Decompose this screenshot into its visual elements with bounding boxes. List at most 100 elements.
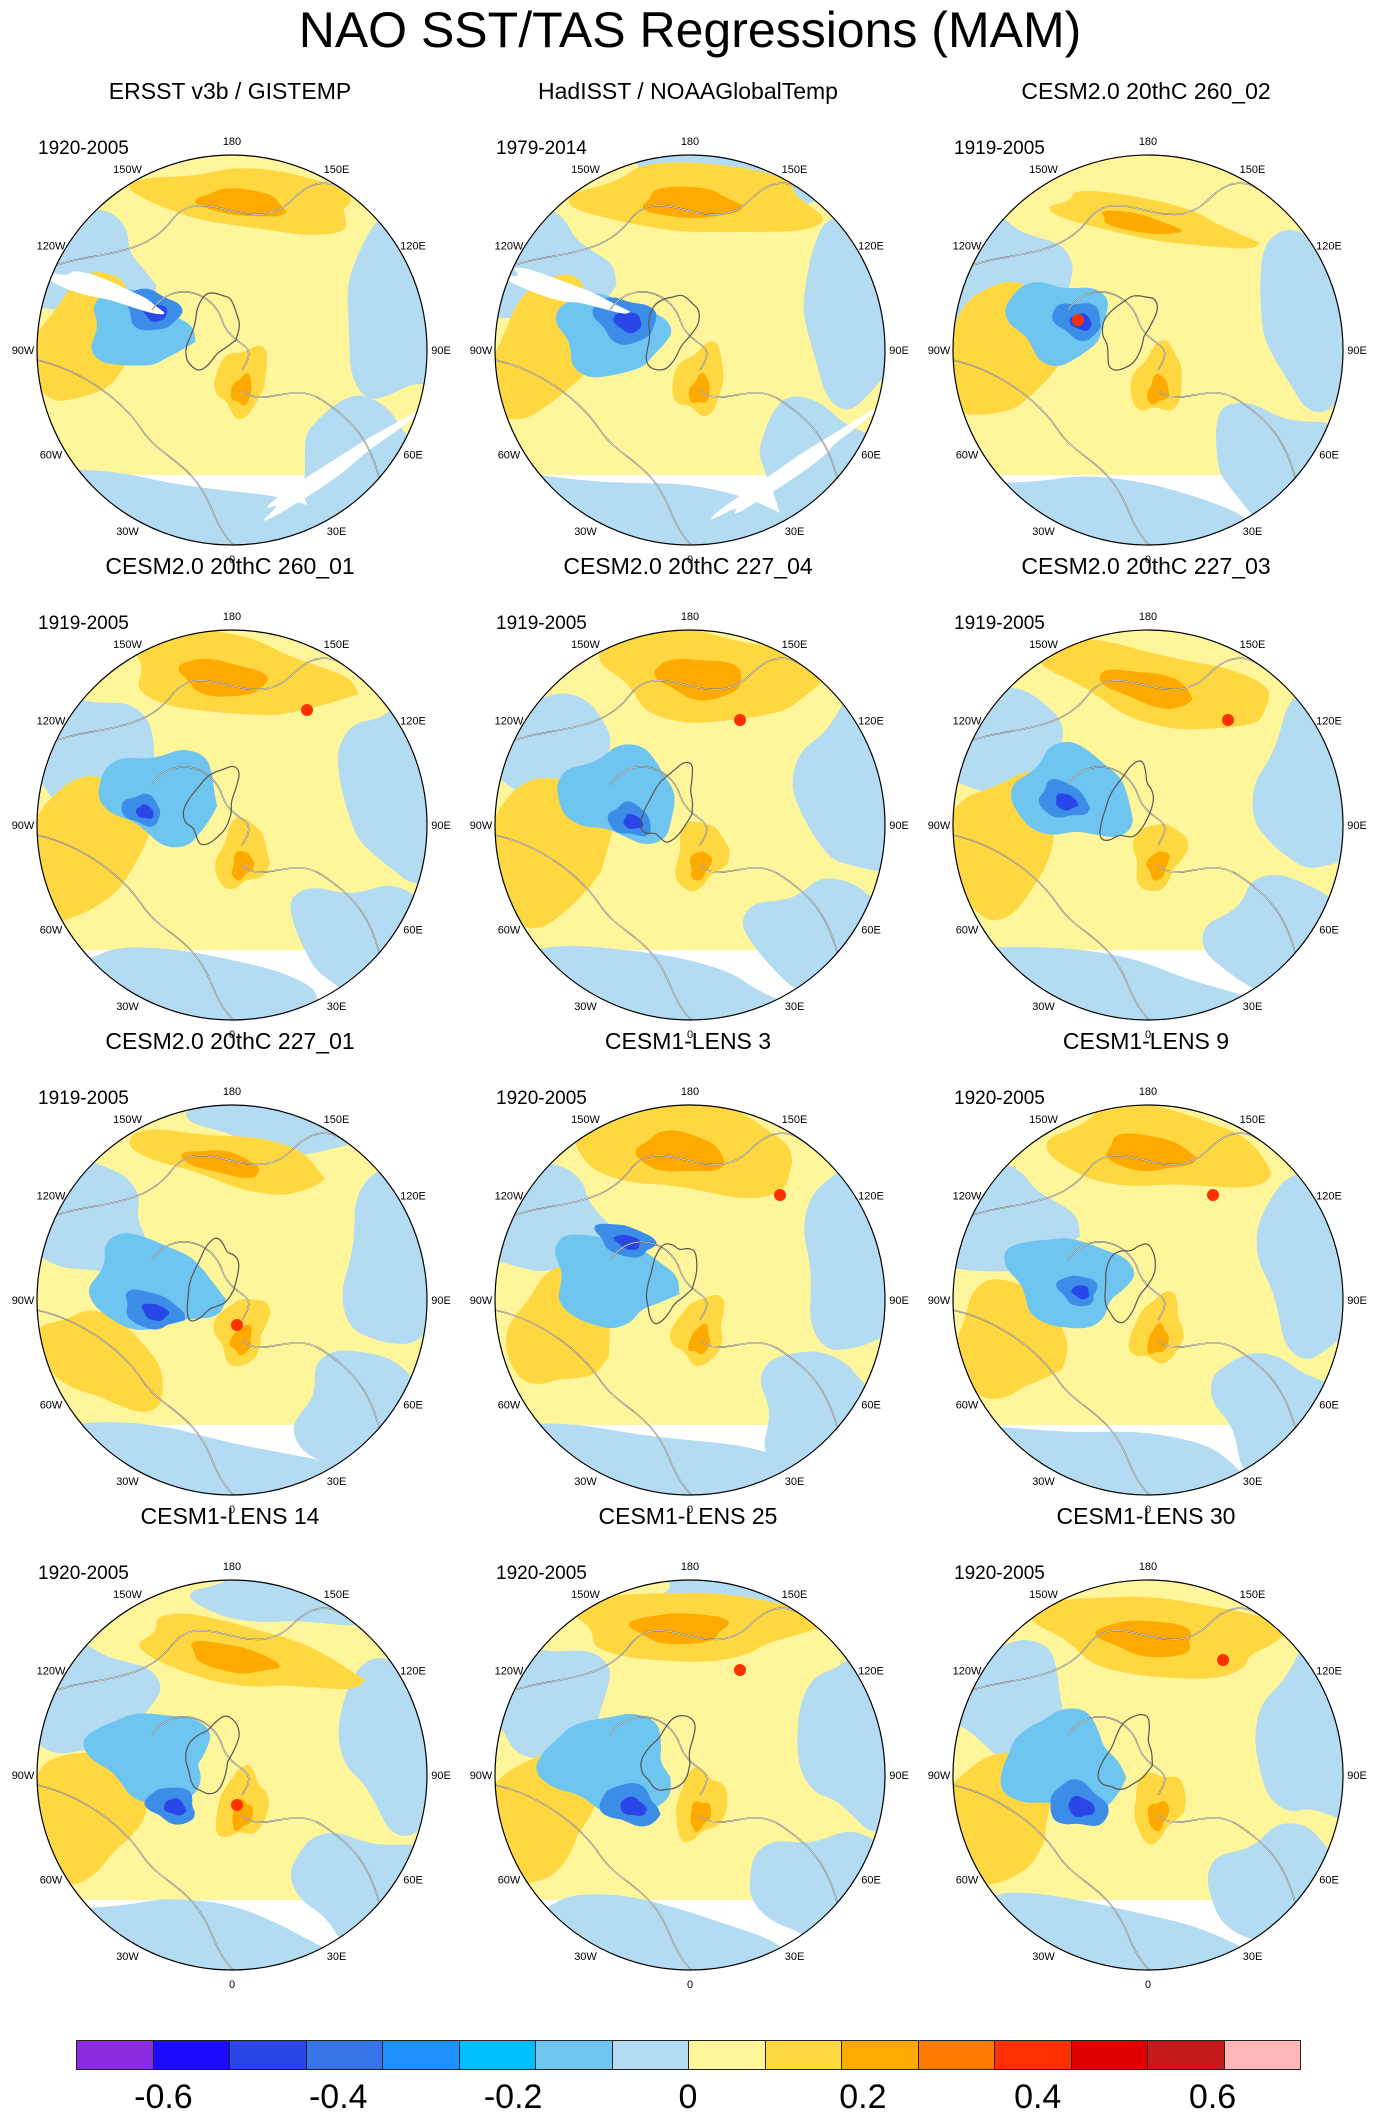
warm-peak bbox=[1072, 314, 1084, 326]
longitude-label: 0 bbox=[687, 1029, 693, 1041]
longitude-label: 30E bbox=[785, 526, 805, 538]
longitude-label: 90E bbox=[1347, 1295, 1367, 1307]
longitude-label: 90W bbox=[12, 1295, 35, 1307]
longitude-label: 120E bbox=[1316, 1666, 1342, 1678]
colorbar-swatch bbox=[382, 2040, 460, 2070]
coastline bbox=[241, 389, 383, 491]
cold-core bbox=[163, 1798, 187, 1816]
longitude-label: 60W bbox=[40, 1875, 63, 1887]
longitude-label: 30E bbox=[1243, 1951, 1263, 1963]
longitude-label: 30W bbox=[116, 1951, 139, 1963]
map-panel: 180 150E 120E 90E 60E 30E 0 30W 60W 90W 120W 150W CE… bbox=[0, 950, 460, 1516]
cold-region bbox=[803, 217, 885, 410]
coastline bbox=[241, 864, 383, 966]
cold-core bbox=[623, 813, 644, 830]
longitude-label: 120W bbox=[495, 241, 524, 253]
longitude-label: 120W bbox=[953, 1191, 982, 1203]
colorbar-swatch bbox=[1223, 2040, 1301, 2070]
cold-core bbox=[1068, 1795, 1095, 1818]
greenland-outline bbox=[645, 1243, 698, 1325]
longitude-label: 0 bbox=[1145, 1029, 1151, 1041]
coastline bbox=[1157, 864, 1299, 966]
longitude-label: 150W bbox=[571, 1114, 600, 1126]
panel-period: 1920-2005 bbox=[954, 1563, 1045, 1584]
longitude-label: 150E bbox=[782, 639, 808, 651]
warm-peak bbox=[231, 1319, 243, 1331]
greenland-outline bbox=[185, 1715, 240, 1795]
longitude-label: 90W bbox=[12, 1770, 35, 1782]
longitude-label: 150E bbox=[782, 1114, 808, 1126]
greenland-outline bbox=[182, 765, 240, 846]
longitude-label: 90W bbox=[12, 345, 35, 357]
colorbar-swatch bbox=[688, 2040, 766, 2070]
longitude-label: 90W bbox=[12, 820, 35, 832]
colorbar-swatch bbox=[76, 2040, 154, 2070]
longitude-label: 150W bbox=[1029, 639, 1058, 651]
longitude-label: 0 bbox=[1145, 554, 1151, 566]
map-border bbox=[36, 154, 428, 546]
coastline bbox=[151, 291, 249, 371]
longitude-label: 90W bbox=[470, 1295, 493, 1307]
greenland-outline bbox=[1099, 760, 1155, 841]
warm-core bbox=[191, 1641, 281, 1674]
longitude-label: 0 bbox=[229, 1029, 235, 1041]
greenland-outline bbox=[185, 292, 240, 371]
cold-region bbox=[338, 1650, 427, 1836]
longitude-label: 30W bbox=[574, 1476, 597, 1488]
cold-region bbox=[1256, 1173, 1343, 1359]
warm-core bbox=[1146, 851, 1170, 881]
coastline bbox=[151, 1241, 249, 1321]
warm-core bbox=[688, 373, 710, 404]
map-panel: 180 150E 120E 90E 60E 30E 0 30W 60W 90W 120W 150W ER… bbox=[0, 0, 460, 566]
cold-region bbox=[83, 1713, 211, 1804]
longitude-label: 0 bbox=[687, 554, 693, 566]
longitude-label: 30E bbox=[1243, 526, 1263, 538]
panel-period: 1920-2005 bbox=[38, 1563, 129, 1584]
map-panel: 180 150E 120E 90E 60E 30E 0 30W 60W 90W 120W 150W CE… bbox=[0, 1425, 460, 1991]
masked-area bbox=[504, 267, 631, 314]
coastline bbox=[1157, 389, 1299, 491]
longitude-label: 90W bbox=[928, 820, 951, 832]
cold-core bbox=[613, 1234, 641, 1250]
warm-peak bbox=[1217, 1654, 1229, 1666]
longitude-label: 120E bbox=[400, 241, 426, 253]
warm-peak bbox=[734, 714, 746, 726]
greenland-outline bbox=[1101, 295, 1158, 371]
figure-title: NAO SST/TAS Regressions (MAM) bbox=[298, 2, 1082, 58]
cold-region bbox=[190, 1580, 377, 1626]
longitude-label: 60W bbox=[498, 450, 521, 462]
polar-map: 180 150E 120E 90E 60E 30E 0 30W 60W 90W 120W 150W bbox=[12, 136, 451, 566]
longitude-label: 90E bbox=[1347, 345, 1367, 357]
longitude-label: 120E bbox=[858, 1191, 884, 1203]
warm-peak bbox=[231, 1799, 243, 1811]
longitude-label: 30E bbox=[327, 1001, 347, 1013]
longitude-label: 90W bbox=[470, 345, 493, 357]
panel-title: CESM2.0 20thC 227_04 bbox=[563, 553, 813, 579]
coastline bbox=[1067, 1241, 1165, 1321]
longitude-label: 30E bbox=[327, 526, 347, 538]
longitude-label: 30W bbox=[574, 1951, 597, 1963]
longitude-label: 120W bbox=[953, 1666, 982, 1678]
colorbar-swatch bbox=[1070, 2040, 1148, 2070]
longitude-label: 180 bbox=[681, 136, 699, 148]
longitude-label: 60E bbox=[403, 1875, 423, 1887]
panel-period: 1979-2014 bbox=[496, 138, 587, 159]
colorbar-label: 0.6 bbox=[1188, 2078, 1237, 2116]
longitude-label: 90E bbox=[431, 820, 451, 832]
longitude-label: 90E bbox=[1347, 1770, 1367, 1782]
map-panel: 180 150E 120E 90E 60E 30E 0 30W 60W 90W 120W 150W CE… bbox=[458, 475, 918, 1041]
masked-area bbox=[263, 407, 424, 521]
cold-core bbox=[1071, 1285, 1090, 1300]
warm-core bbox=[194, 188, 286, 217]
longitude-label: 150W bbox=[571, 639, 600, 651]
map-panel: 180 150E 120E 90E 60E 30E 0 30W 60W 90W 120W 150W CE… bbox=[916, 1425, 1376, 1991]
cold-core bbox=[141, 1303, 170, 1321]
longitude-label: 30E bbox=[785, 1476, 805, 1488]
longitude-label: 90W bbox=[928, 1770, 951, 1782]
longitude-label: 30W bbox=[1032, 526, 1055, 538]
map-border bbox=[494, 1579, 886, 1971]
polar-map: 180 150E 120E 90E 60E 30E 0 30W 60W 90W 120W 150W bbox=[12, 611, 451, 1041]
coastline bbox=[699, 1814, 841, 1916]
longitude-label: 120E bbox=[858, 241, 884, 253]
longitude-label: 90W bbox=[470, 820, 493, 832]
